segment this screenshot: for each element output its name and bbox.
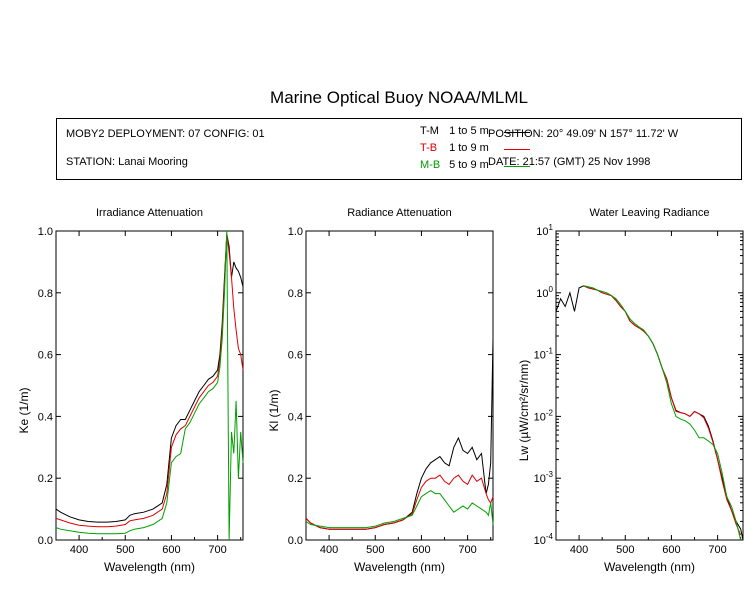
y-tick-label: 0.6 xyxy=(288,350,303,362)
legend-code: T-M xyxy=(420,125,439,137)
y-tick-label: 0.6 xyxy=(38,350,53,362)
series-line-t-m xyxy=(55,234,244,523)
chart-title: Water Leaving Radiance xyxy=(589,207,709,219)
series-line-m-b xyxy=(55,230,244,541)
x-tick-label: 700 xyxy=(458,544,476,556)
x-tick-label: 400 xyxy=(570,544,588,556)
info-box: MOBY2 DEPLOYMENT: 07 CONFIG: 01 STATION:… xyxy=(56,118,742,180)
series-line-t-m xyxy=(555,285,744,541)
plot-frame xyxy=(305,230,494,541)
x-axis-label: Wavelength (nm) xyxy=(604,560,695,574)
x-tick-label: 400 xyxy=(320,544,338,556)
series-line-t-b xyxy=(583,285,742,536)
x-tick-label: 500 xyxy=(116,544,134,556)
legend-swatch xyxy=(504,132,530,133)
chart-title: Radiance Attenuation xyxy=(347,207,452,219)
chart-water-leaving: Water Leaving Radiance 400 500 600 700 101 100… xyxy=(517,207,744,574)
series-line-t-m xyxy=(305,339,494,530)
page-title: Marine Optical Buoy NOAA/MLML xyxy=(270,88,528,107)
y-tick-label: 0.0 xyxy=(38,535,53,547)
y-tick-label: 0.4 xyxy=(38,411,53,423)
y-tick-label: 10-2 xyxy=(534,408,554,423)
x-tick-label: 700 xyxy=(708,544,726,556)
series-line-m-b xyxy=(583,285,742,541)
legend-swatch xyxy=(504,166,530,167)
plot-frame xyxy=(555,230,744,541)
y-tick-label: 10-3 xyxy=(534,470,554,485)
y-tick-label: 0.4 xyxy=(288,411,303,423)
y-tick-label: 101 xyxy=(536,223,553,238)
y-tick-label: 0.8 xyxy=(288,288,303,300)
x-axis-label: Wavelength (nm) xyxy=(354,560,445,574)
legend-code: M-B xyxy=(420,159,441,171)
legend-item-m-b: M-B 5 to 9 m xyxy=(420,159,530,171)
x-tick-label: 600 xyxy=(162,544,180,556)
y-axis-label: Lw (µW/cm²/sr/nm) xyxy=(517,360,531,462)
legend-range: 1 to 5 m xyxy=(449,125,489,137)
legend-range: 1 to 9 m xyxy=(449,142,489,154)
x-tick-label: 500 xyxy=(366,544,384,556)
station-text: STATION: Lanai Mooring xyxy=(66,156,188,168)
y-axis-label: Kl (1/m) xyxy=(267,389,281,431)
x-tick-label: 600 xyxy=(662,544,680,556)
y-tick-label: 0.2 xyxy=(288,473,303,485)
x-tick-label: 700 xyxy=(208,544,226,556)
y-tick-label: 10-1 xyxy=(534,347,554,362)
plot-frame xyxy=(55,230,244,541)
legend-swatch xyxy=(504,149,530,150)
date-text: DATE: 21:57 (GMT) 25 Nov 1998 xyxy=(488,156,651,168)
x-axis-label: Wavelength (nm) xyxy=(104,560,195,574)
y-tick-label: 0.2 xyxy=(38,473,53,485)
chart-title: Irradiance Attenuation xyxy=(96,207,203,219)
deployment-text: MOBY2 DEPLOYMENT: 07 CONFIG: 01 xyxy=(66,128,265,140)
series-line-t-b xyxy=(55,234,244,528)
y-tick-label: 0.0 xyxy=(288,535,303,547)
y-tick-label: 0.8 xyxy=(38,288,53,300)
legend-item-t-m: T-M 1 to 5 m xyxy=(420,125,530,137)
series-line-m-b xyxy=(305,490,494,529)
x-tick-label: 500 xyxy=(616,544,634,556)
y-tick-label: 1.0 xyxy=(38,226,53,238)
chart-radiance: Radiance Attenuation 400 500 600 700 0.0 0.2 0.… xyxy=(267,207,494,574)
y-tick-label: 10-4 xyxy=(534,532,554,547)
legend-item-t-b: T-B 1 to 9 m xyxy=(420,142,530,154)
y-axis-label: Ke (1/m) xyxy=(17,387,31,433)
position-text: POSITION: 20° 49.09' N 157° 11.72' W xyxy=(488,128,679,140)
x-tick-label: 600 xyxy=(412,544,430,556)
legend-code: T-B xyxy=(420,142,438,154)
y-tick-label: 1.0 xyxy=(288,226,303,238)
legend-range: 5 to 9 m xyxy=(449,159,489,171)
series-line-t-b xyxy=(305,474,494,530)
chart-irradiance: Irradiance Attenuation 400 500 600 700 0.0 0.2… xyxy=(17,207,244,574)
y-tick-label: 100 xyxy=(536,285,553,300)
x-tick-label: 400 xyxy=(70,544,88,556)
